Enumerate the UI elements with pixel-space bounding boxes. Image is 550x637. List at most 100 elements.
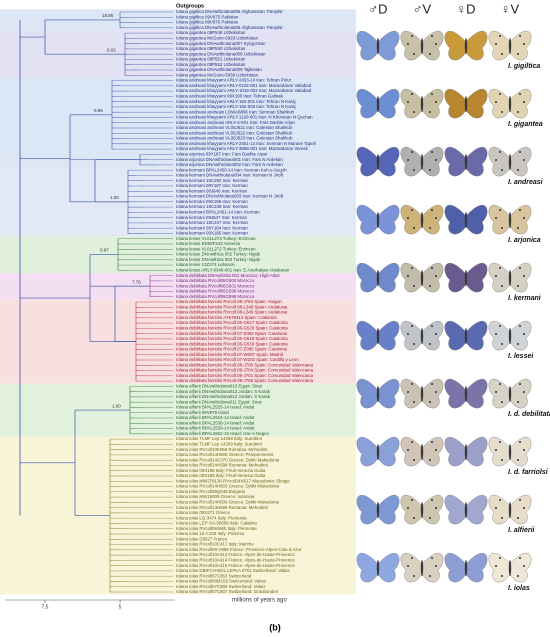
specimen-image: [444, 494, 488, 525]
body: [420, 38, 424, 54]
wing-spot: [413, 227, 415, 229]
tip-label: Iolana kermani DNAwthIolana004 Iran: Ker…: [176, 173, 284, 178]
tip-label: Iolana gigantea 08P551 Uzbekistan: [176, 57, 246, 62]
wing-spot: [517, 53, 519, 55]
tip-label: Iolana debilitata farriolsi RVcoll.06-G5…: [176, 320, 288, 325]
body: [508, 502, 512, 518]
tip-label: Iolana andreasi khayyami ARLY-182-003 Ir…: [176, 104, 296, 109]
wing-spot: [431, 325, 433, 327]
tip-label: Iolana lessei DNAwthGa 002 Turkey: Nigde: [176, 252, 261, 257]
wing: [356, 494, 379, 525]
wing-spot: [413, 517, 415, 519]
specimen-image: [400, 436, 444, 467]
wing-spot: [523, 159, 525, 161]
body: [464, 270, 468, 286]
wing-spot: [413, 169, 415, 171]
wing-spot: [519, 499, 521, 501]
wing: [377, 494, 400, 525]
wing: [465, 30, 488, 61]
tip-label: Iolana alfierii DNAwthIolana012 Jordan: …: [176, 394, 271, 399]
wing-spot: [519, 151, 521, 153]
tip-label: Iolana iolas RVcoll10A414 France: Alpes-…: [176, 558, 295, 563]
wing: [444, 552, 467, 583]
wing-spot: [411, 441, 413, 443]
specimen-image: [400, 494, 444, 525]
tip-label: Iolana andreasi khayyami ARLY-2453-14 Ir…: [176, 78, 292, 83]
tip-label: Iolana iolas 09X189 Italy: Friuli-Venezi…: [176, 473, 266, 478]
wing: [488, 552, 511, 583]
tip-label: Iolana alfierii BPAL2538-14 Israel: Avda…: [176, 420, 255, 425]
wing-spot: [519, 325, 521, 327]
tip-label: Iolana gigiltica DNAwthIolana005 Afghani…: [176, 9, 283, 14]
tip-label: Iolana iolas RVcoll14H805 Greece: Pelopo…: [176, 452, 274, 457]
wing: [509, 494, 532, 525]
wing-spot: [435, 275, 437, 277]
specimen-image: [356, 30, 400, 61]
tip-label: Iolana debilitata RVcoll06G599 Morocco: [176, 289, 255, 294]
wing-spot: [517, 517, 519, 519]
tip-label: Iolana debilitata farriolsi RVcoll.08-J7…: [176, 378, 314, 383]
wing-spot: [429, 227, 431, 229]
specimen-image: [400, 30, 444, 61]
tip-label: Iolana iolas TLMF Lep 14269 Italy: Suedt…: [176, 442, 262, 447]
wing: [377, 320, 400, 351]
body: [376, 502, 380, 518]
wing-spot: [431, 383, 433, 385]
wing: [444, 88, 467, 119]
tip-label: Iolana iolas MW15008 Greece: Ioannina: [176, 494, 255, 499]
node-label: 7.76: [132, 279, 141, 284]
species-label: I. gigantea: [508, 121, 543, 128]
wing: [509, 146, 532, 177]
wing: [444, 262, 467, 293]
tip-label: Iolana iolas RVcoll10C417 Italy: Marche: [176, 542, 254, 547]
tip-label: Iolana kermani 09Y184 Iran: Kerman: [176, 225, 248, 230]
wing-spot: [429, 53, 431, 55]
species-label: I. arjonica: [508, 237, 541, 244]
wing-spot: [501, 227, 503, 229]
wing: [421, 436, 444, 467]
wing-spot: [431, 267, 433, 269]
tip-label: Iolana kermani 09X185 Iran: Kerman: [176, 231, 248, 236]
wing-spot: [435, 507, 437, 509]
wing: [488, 378, 511, 409]
wing: [400, 494, 423, 525]
tip-label: Iolana gigantea DNAwthIolana008 Uzbekist…: [176, 51, 266, 56]
column-header: ♂D: [368, 1, 387, 16]
wing-spot: [411, 35, 413, 37]
wing: [400, 204, 423, 235]
body: [464, 444, 468, 460]
wing: [400, 30, 423, 61]
specimen-image: [356, 146, 400, 177]
wing-spot: [431, 441, 433, 443]
wing-spot: [523, 43, 525, 45]
wing: [400, 552, 423, 583]
wing-spot: [413, 459, 415, 461]
wing: [465, 146, 488, 177]
wing-spot: [517, 401, 519, 403]
column-header: ♀V: [501, 1, 520, 16]
tip-label: Iolana iolas RVcoll14H606 Greece: Dytiki…: [176, 500, 279, 505]
specimen-image: [444, 436, 488, 467]
wing-spot: [413, 111, 415, 113]
tip-label: Iolana iolas DBIFCH-BOL LEPAA 0701 Switz…: [176, 568, 290, 573]
node-label: 6.02: [107, 47, 116, 52]
specimen-image: [444, 204, 488, 235]
tip-label: Iolana alfierii BPAL2602-16 Israel: Har-…: [176, 431, 270, 436]
wing: [356, 436, 379, 467]
wing-spot: [435, 449, 437, 451]
tip-label: Iolana iolas RVcoll14H598 Romania: Mehed…: [176, 463, 268, 468]
body: [376, 560, 380, 576]
tip-label: Iolana gigantea DNAwthIolana007 Kyrgyzst…: [176, 41, 266, 46]
wing-spot: [519, 557, 521, 559]
wing-spot: [523, 217, 525, 219]
wing-spot: [431, 209, 433, 211]
wing-spot: [435, 565, 437, 567]
specimen-image: [356, 320, 400, 351]
tip-label: Iolana alfierii BPAL2525-14 Israel: Avda…: [176, 405, 255, 410]
wing: [444, 204, 467, 235]
tip-label: Iolana iolas RVcoll07C853 Switzerland: [176, 573, 252, 578]
wing-spot: [411, 557, 413, 559]
axis-title: millions of years ago: [232, 598, 287, 604]
tip-label: Iolana iolas RVcoll14H599 Romania: Mehed…: [176, 505, 268, 510]
body: [464, 212, 468, 228]
